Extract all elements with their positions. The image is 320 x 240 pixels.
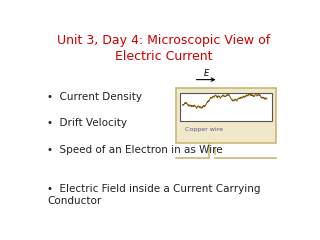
Text: •  Current Density: • Current Density (47, 92, 142, 102)
Text: •  Drift Velocity: • Drift Velocity (47, 118, 127, 127)
Text: E: E (204, 69, 209, 78)
Text: •  Electric Field inside a Current Carrying
Conductor: • Electric Field inside a Current Carryi… (47, 184, 261, 206)
Text: Copper wire: Copper wire (185, 127, 223, 132)
Text: •  Speed of an Electron in as Wire: • Speed of an Electron in as Wire (47, 145, 223, 155)
Bar (176, 88, 276, 143)
Text: Unit 3, Day 4: Microscopic View of
Electric Current: Unit 3, Day 4: Microscopic View of Elect… (57, 34, 271, 63)
Bar (180, 93, 272, 121)
